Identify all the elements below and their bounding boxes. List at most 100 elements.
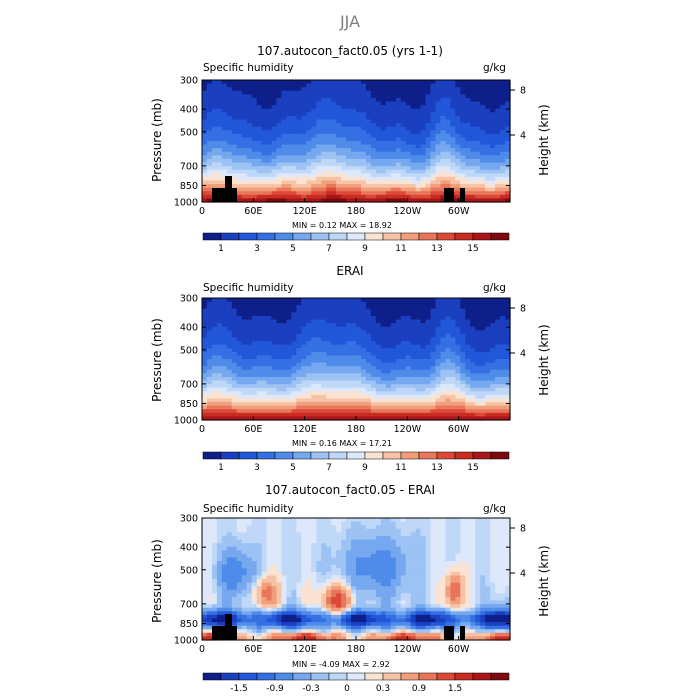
field-cell xyxy=(226,158,233,164)
field-cell xyxy=(400,351,407,357)
field-cell xyxy=(216,376,223,382)
field-cell xyxy=(211,312,218,317)
field-cell xyxy=(460,108,466,113)
field-cell xyxy=(356,337,362,342)
field-cell xyxy=(276,366,283,371)
field-cell xyxy=(266,589,273,594)
field-cell xyxy=(475,337,481,342)
field-cell xyxy=(341,83,347,88)
field-cell xyxy=(485,148,491,153)
field-cell xyxy=(301,409,307,414)
field-cell xyxy=(400,359,407,364)
field-cell xyxy=(261,532,268,537)
field-cell xyxy=(291,312,297,317)
field-cell xyxy=(450,173,456,178)
field-cell xyxy=(410,180,417,185)
field-cell xyxy=(241,611,248,616)
field-cell xyxy=(346,312,352,317)
field-cell xyxy=(206,351,213,357)
field-cell xyxy=(291,376,297,382)
field-cell xyxy=(226,162,233,167)
field-cell xyxy=(286,568,293,573)
field-cell xyxy=(415,315,422,321)
field-cell xyxy=(246,614,253,620)
field-cell xyxy=(380,323,387,328)
field-cell xyxy=(356,344,362,349)
field-cell xyxy=(276,611,283,616)
field-cell xyxy=(500,169,506,174)
field-cell xyxy=(420,80,427,85)
field-cell xyxy=(271,528,278,533)
field-cell xyxy=(291,405,297,410)
field-cell xyxy=(365,330,372,335)
field-cell xyxy=(246,589,253,594)
field-cell xyxy=(256,391,263,396)
field-cell xyxy=(341,97,347,103)
field-cell xyxy=(495,348,501,353)
field-cell xyxy=(405,351,412,357)
field-cell xyxy=(321,412,327,418)
field-cell xyxy=(226,532,233,537)
field-cell xyxy=(316,402,322,407)
field-cell xyxy=(281,636,288,641)
field-cell xyxy=(380,169,387,174)
field-cell xyxy=(385,341,392,346)
field-cell xyxy=(202,618,208,623)
field-cell xyxy=(291,144,297,149)
field-cell xyxy=(470,348,476,353)
field-cell xyxy=(276,394,283,400)
field-cell xyxy=(351,409,357,414)
field-cell xyxy=(375,402,382,407)
field-cell xyxy=(291,115,297,121)
field-cell xyxy=(231,119,238,124)
field-cell xyxy=(271,402,278,407)
field-cell xyxy=(211,391,218,396)
field-cell xyxy=(450,151,456,156)
field-cell xyxy=(356,305,362,310)
field-cell xyxy=(206,535,213,541)
field-cell xyxy=(246,312,253,317)
field-cell xyxy=(251,528,258,533)
field-cell xyxy=(365,319,372,324)
field-cell xyxy=(326,173,332,178)
field-cell xyxy=(271,525,278,530)
field-cell xyxy=(500,305,506,310)
field-cell xyxy=(425,115,432,121)
field-cell xyxy=(236,622,243,627)
field-cell xyxy=(301,126,307,131)
field-cell xyxy=(326,194,332,200)
field-cell xyxy=(485,151,491,156)
field-cell xyxy=(236,194,243,200)
field-cell xyxy=(321,97,327,103)
field-cell xyxy=(241,568,248,573)
field-cell xyxy=(241,151,248,156)
field-cell xyxy=(216,561,223,566)
field-cell xyxy=(346,83,352,88)
field-cell xyxy=(311,344,317,349)
field-cell xyxy=(430,166,437,171)
field-cell xyxy=(326,155,332,160)
field-cell xyxy=(415,90,422,95)
field-cell xyxy=(336,409,342,414)
field-cell xyxy=(505,176,511,182)
colorbar-swatch xyxy=(400,451,420,460)
field-cell xyxy=(246,112,253,117)
field-cell xyxy=(261,187,268,192)
field-cell xyxy=(365,173,372,178)
field-cell xyxy=(410,344,417,349)
field-cell xyxy=(276,359,283,364)
field-cell xyxy=(470,198,476,203)
field-cell xyxy=(490,326,496,331)
field-cell xyxy=(380,83,387,88)
field-cell xyxy=(360,155,367,160)
field-cell xyxy=(405,355,412,360)
field-cell xyxy=(450,384,456,389)
field-cell xyxy=(505,130,511,135)
field-cell xyxy=(360,133,367,139)
field-cell xyxy=(276,148,283,153)
field-cell xyxy=(341,94,347,99)
field-cell xyxy=(440,376,447,382)
field-cell xyxy=(356,355,362,360)
colorbar-swatch xyxy=(346,232,366,241)
field-cell xyxy=(375,362,382,367)
